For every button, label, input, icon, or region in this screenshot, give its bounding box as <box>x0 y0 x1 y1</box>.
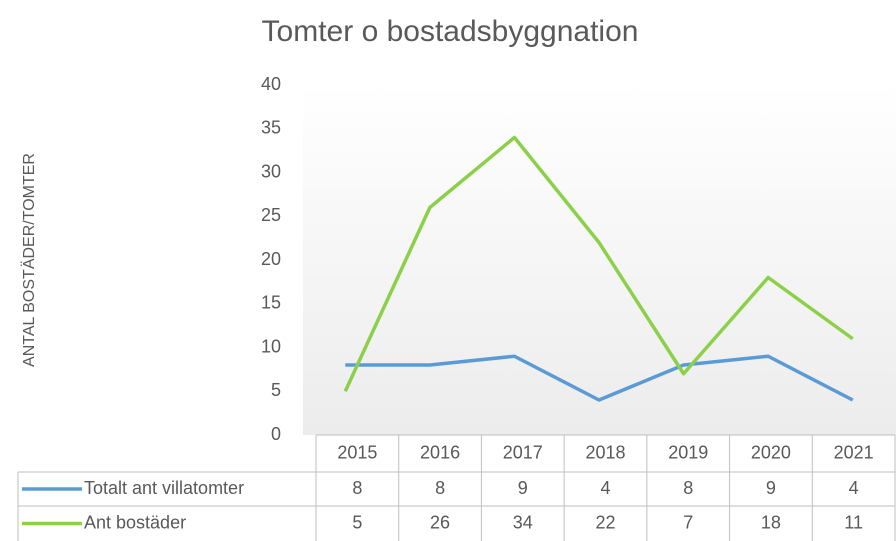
table-value: 11 <box>844 512 863 532</box>
x-tick-label: 2017 <box>503 442 543 462</box>
y-tick-label: 30 <box>261 161 281 181</box>
y-tick-label: 15 <box>261 293 281 313</box>
table-value: 26 <box>430 512 450 532</box>
y-tick-label: 0 <box>271 424 281 444</box>
x-tick-label: 2016 <box>420 442 460 462</box>
table-value: 9 <box>766 478 776 498</box>
legend-label: Ant bostäder <box>84 512 186 532</box>
x-tick-label: 2021 <box>834 442 874 462</box>
y-tick-label: 10 <box>261 336 281 356</box>
y-tick-label: 25 <box>261 205 281 225</box>
table-value: 5 <box>352 512 362 532</box>
table-value: 7 <box>683 512 693 532</box>
line <box>345 354 854 402</box>
legend-label: Totalt ant villatomter <box>84 478 244 498</box>
x-tick-label: 2018 <box>585 442 625 462</box>
y-tick-label: 5 <box>271 380 281 400</box>
x-tick-label: 2015 <box>337 442 377 462</box>
table-value: 8 <box>352 478 362 498</box>
table-value: 18 <box>761 512 781 532</box>
table-value: 4 <box>600 478 610 498</box>
y-tick-label: 20 <box>261 249 281 269</box>
x-tick-label: 2019 <box>668 442 708 462</box>
table-value: 9 <box>518 478 528 498</box>
table-value: 22 <box>595 512 615 532</box>
x-tick-label: 2020 <box>751 442 791 462</box>
y-axis-title: ANTAL BOSTÄDER/TOMTER <box>20 153 38 367</box>
table-value: 4 <box>849 478 859 498</box>
table-value: 8 <box>683 478 693 498</box>
table-value: 34 <box>513 512 533 532</box>
table-value: 8 <box>435 478 445 498</box>
y-tick-label: 35 <box>261 118 281 138</box>
chart-title: Tomter o bostadsbyggnation <box>262 15 639 48</box>
line <box>343 135 854 392</box>
plot-area <box>303 85 896 435</box>
y-tick-label: 40 <box>261 74 281 94</box>
